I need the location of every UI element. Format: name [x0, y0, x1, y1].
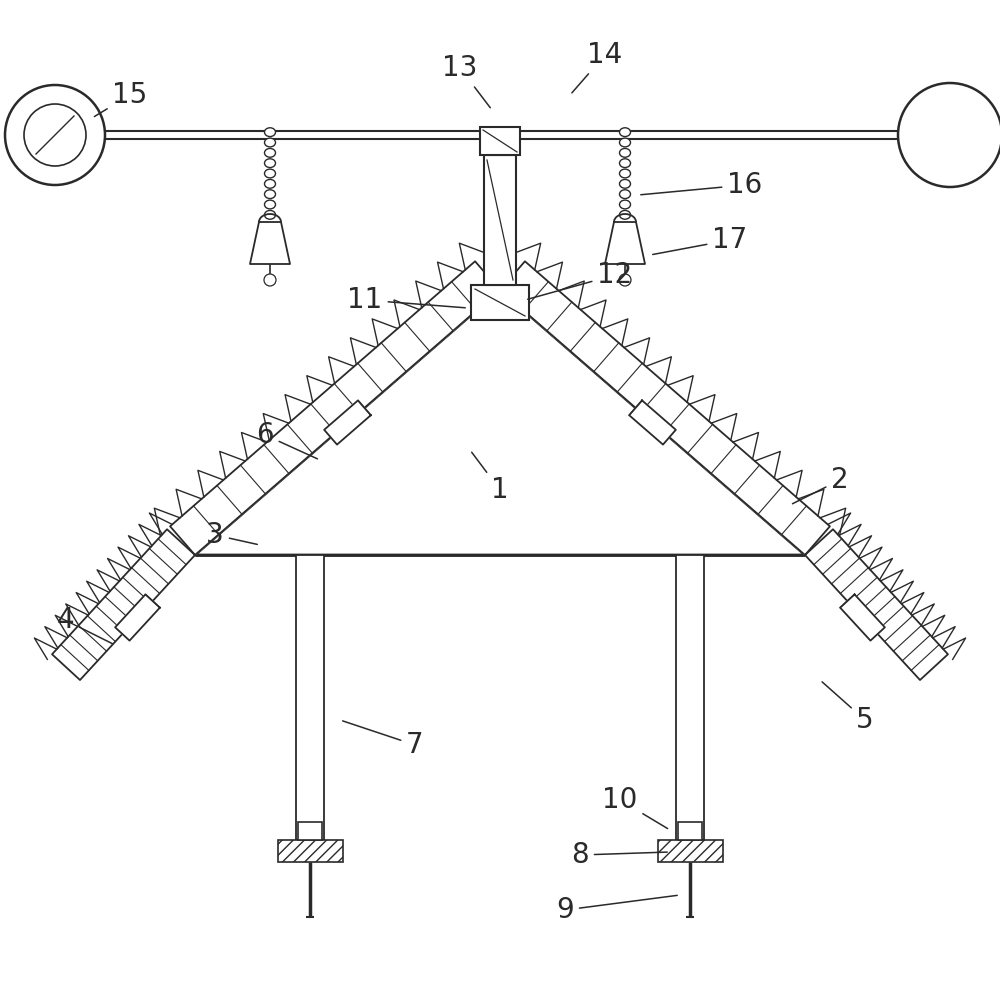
Text: 4: 4 — [56, 606, 113, 644]
Ellipse shape — [620, 211, 631, 220]
Ellipse shape — [620, 201, 631, 209]
Text: 5: 5 — [822, 682, 874, 734]
Polygon shape — [195, 290, 805, 555]
Ellipse shape — [620, 149, 631, 158]
Ellipse shape — [620, 190, 631, 199]
Bar — [484, 155, 516, 285]
Ellipse shape — [264, 159, 276, 168]
Bar — [678, 822, 702, 840]
Polygon shape — [324, 400, 371, 444]
Bar — [676, 555, 704, 840]
Text: 13: 13 — [442, 54, 490, 108]
Text: 9: 9 — [556, 895, 677, 924]
Ellipse shape — [264, 180, 276, 189]
Text: 17: 17 — [653, 226, 748, 254]
Polygon shape — [805, 529, 948, 680]
Text: 12: 12 — [528, 261, 633, 299]
Ellipse shape — [264, 169, 276, 178]
Ellipse shape — [620, 180, 631, 189]
Bar — [658, 840, 723, 862]
Text: 6: 6 — [256, 421, 317, 459]
Circle shape — [24, 104, 86, 166]
Circle shape — [619, 274, 631, 286]
Text: 7: 7 — [343, 721, 424, 759]
Text: 8: 8 — [571, 841, 667, 869]
Ellipse shape — [264, 211, 276, 220]
Polygon shape — [840, 595, 885, 641]
Polygon shape — [170, 261, 500, 555]
Polygon shape — [52, 529, 195, 680]
Text: 11: 11 — [347, 286, 465, 314]
Polygon shape — [500, 261, 830, 555]
Ellipse shape — [264, 149, 276, 158]
Text: 10: 10 — [602, 786, 668, 828]
Ellipse shape — [620, 128, 631, 137]
Bar — [278, 840, 343, 862]
Ellipse shape — [620, 169, 631, 178]
Bar — [480, 127, 520, 155]
Text: 1: 1 — [472, 452, 509, 504]
Ellipse shape — [264, 138, 276, 147]
Polygon shape — [605, 222, 645, 264]
Ellipse shape — [264, 128, 276, 137]
Ellipse shape — [620, 138, 631, 147]
Bar — [298, 822, 322, 840]
Polygon shape — [629, 400, 676, 444]
Polygon shape — [115, 595, 160, 641]
Ellipse shape — [264, 190, 276, 199]
Ellipse shape — [264, 201, 276, 209]
Circle shape — [264, 274, 276, 286]
Ellipse shape — [620, 159, 631, 168]
Circle shape — [898, 83, 1000, 187]
Text: 2: 2 — [792, 466, 849, 504]
Text: 14: 14 — [572, 41, 623, 93]
Polygon shape — [250, 222, 290, 264]
Bar — [471, 285, 529, 320]
Text: 3: 3 — [206, 521, 257, 549]
Bar — [296, 555, 324, 840]
Circle shape — [5, 85, 105, 185]
Text: 15: 15 — [94, 81, 148, 117]
Text: 16: 16 — [641, 171, 763, 199]
